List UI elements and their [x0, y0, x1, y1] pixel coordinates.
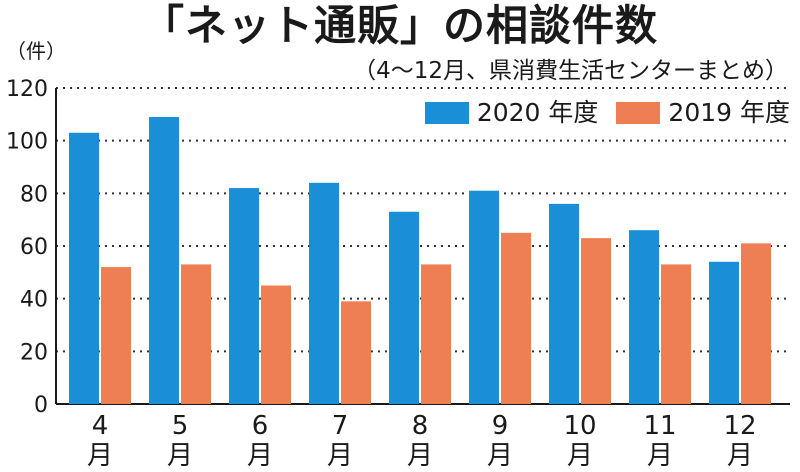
legend-swatch-2019	[616, 102, 661, 124]
legend-label-2019: 2019 年度	[668, 98, 790, 127]
bar-2019-6	[261, 285, 291, 404]
legend-item-2020: 2020 年度	[424, 98, 599, 128]
chart-subtitle: （4～12月、県消費生活センターまとめ）	[353, 58, 788, 84]
bar-2020-9	[469, 190, 499, 404]
bar-2020-4	[69, 132, 99, 404]
x-tick-label-unit: 月	[247, 441, 273, 471]
x-tick-label: 7	[332, 411, 349, 441]
legend-item-2019: 2019 年度	[616, 98, 790, 128]
bar-2020-10	[549, 203, 579, 404]
legend-label-2020: 2020 年度	[476, 98, 599, 127]
bar-2020-11	[629, 230, 659, 404]
x-tick-label: 8	[412, 411, 429, 441]
bar-2019-8	[421, 264, 451, 404]
bar-2019-7	[341, 301, 371, 404]
chart-title: 「ネット通販」の相談件数	[141, 1, 658, 50]
bar-2020-8	[389, 211, 419, 404]
x-tick-label-unit: 月	[327, 441, 353, 471]
y-tick-label: 20	[20, 340, 48, 365]
bar-2020-6	[229, 188, 259, 404]
x-tick-label: 11	[643, 411, 676, 441]
bar-2019-12	[741, 243, 771, 404]
x-tick-label: 10	[563, 411, 596, 441]
y-axis-unit-label: （件）	[6, 39, 66, 63]
y-tick-label: 60	[20, 235, 48, 260]
x-tick-label-unit: 月	[647, 441, 673, 471]
y-tick-label: 120	[6, 77, 48, 102]
x-tick-label: 12	[723, 411, 756, 441]
x-tick-label-unit: 月	[407, 441, 433, 471]
y-tick-label: 100	[6, 130, 48, 155]
bar-2019-9	[501, 232, 531, 404]
bar-2019-4	[101, 267, 131, 404]
bar-2020-7	[309, 182, 339, 404]
bar-2020-12	[709, 261, 739, 404]
x-tick-label: 6	[252, 411, 269, 441]
x-tick-label-unit: 月	[167, 441, 193, 471]
bar-2019-11	[661, 264, 691, 404]
x-tick-label-unit: 月	[487, 441, 513, 471]
x-tick-label: 4	[92, 411, 109, 441]
legend: 2020 年度 2019 年度	[407, 98, 790, 128]
bar-2020-5	[149, 116, 179, 404]
bar-2019-5	[181, 264, 211, 404]
y-tick-label: 0	[34, 393, 48, 418]
x-tick-label: 5	[172, 411, 189, 441]
y-tick-label: 80	[20, 182, 48, 207]
x-tick-label-unit: 月	[727, 441, 753, 471]
x-tick-label-unit: 月	[87, 441, 113, 471]
y-tick-label: 40	[20, 288, 48, 313]
x-tick-label-unit: 月	[567, 441, 593, 471]
legend-swatch-2020	[424, 102, 469, 124]
bar-2019-10	[581, 238, 611, 404]
x-tick-label: 9	[492, 411, 509, 441]
